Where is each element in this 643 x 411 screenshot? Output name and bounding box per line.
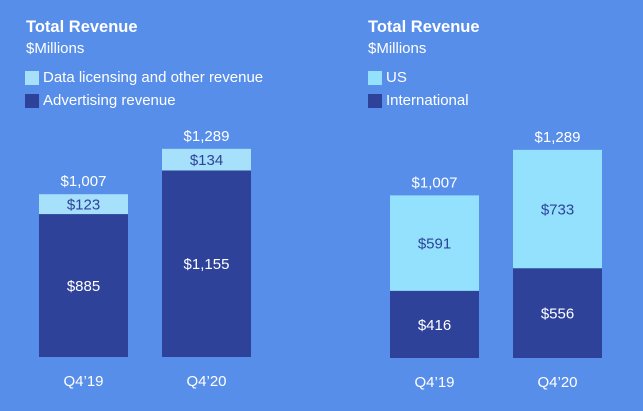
legend-item-international: International (368, 89, 469, 112)
bar-segment-international-0 (390, 290, 479, 358)
bar-value-label: $556 (541, 306, 574, 323)
legend-label: Data licensing and other revenue (43, 69, 264, 86)
chart-panel-revenue-by-type: Total Revenue $Millions Data licensing a… (0, 0, 321, 411)
bar-segment-us-1 (513, 149, 602, 269)
bar-value-label: $134 (190, 152, 223, 169)
bar-value-label: $1,155 (184, 256, 230, 273)
legend: US International (368, 66, 469, 112)
bar-segment-data-licensing-and-other-revenue-1 (162, 148, 251, 171)
chart-title: Total Revenue (368, 18, 480, 36)
bar-value-label: $416 (418, 317, 451, 334)
bar-total-label: $1,289 (535, 129, 581, 146)
legend-item-data-licensing: Data licensing and other revenue (25, 66, 263, 89)
legend-label: Advertising revenue (43, 92, 176, 109)
chart-panel-revenue-by-geography: Total Revenue $Millions US International… (352, 0, 643, 411)
bar-segment-international-1 (513, 268, 602, 358)
chart-title: Total Revenue (26, 18, 138, 36)
bar-segment-advertising-revenue-1 (162, 170, 251, 357)
legend-label: International (386, 92, 469, 109)
chart-plot-right: $416 $591 $1,007 Q4’19 $556 $733 $1,289 Q4’20 (390, 129, 602, 391)
legend-label: US (386, 69, 407, 86)
bar-total-label: $1,007 (61, 173, 107, 190)
bar-value-label: $733 (541, 202, 574, 219)
bar-value-label: $885 (67, 278, 100, 295)
bar-total-label: $1,289 (184, 128, 230, 145)
chart-plot-left: $885 $123 $1,007 Q4’19 $1,155 $134 $1,289 Q4’20 (39, 128, 251, 390)
bar-value-label: $591 (418, 236, 451, 253)
x-tick-label: Q4’20 (186, 373, 226, 390)
bar-segment-us-0 (390, 195, 479, 291)
legend-item-advertising: Advertising revenue (25, 89, 263, 112)
legend-swatch-light (368, 70, 382, 85)
bar-value-label: $123 (67, 197, 100, 214)
legend-swatch-dark (25, 93, 39, 108)
legend: Data licensing and other revenue Adverti… (25, 66, 263, 112)
legend-item-us: US (368, 66, 469, 89)
x-tick-label: Q4’19 (63, 373, 103, 390)
chart-subtitle: $Millions (26, 40, 85, 57)
bar-total-label: $1,007 (412, 174, 458, 191)
x-tick-label: Q4’19 (414, 374, 454, 391)
bar-segment-advertising-revenue-0 (39, 214, 128, 357)
bar-segment-data-licensing-and-other-revenue-0 (39, 194, 128, 215)
legend-swatch-dark (368, 93, 382, 108)
chart-subtitle: $Millions (368, 40, 427, 57)
x-tick-label: Q4’20 (537, 374, 577, 391)
legend-swatch-light (25, 70, 39, 85)
